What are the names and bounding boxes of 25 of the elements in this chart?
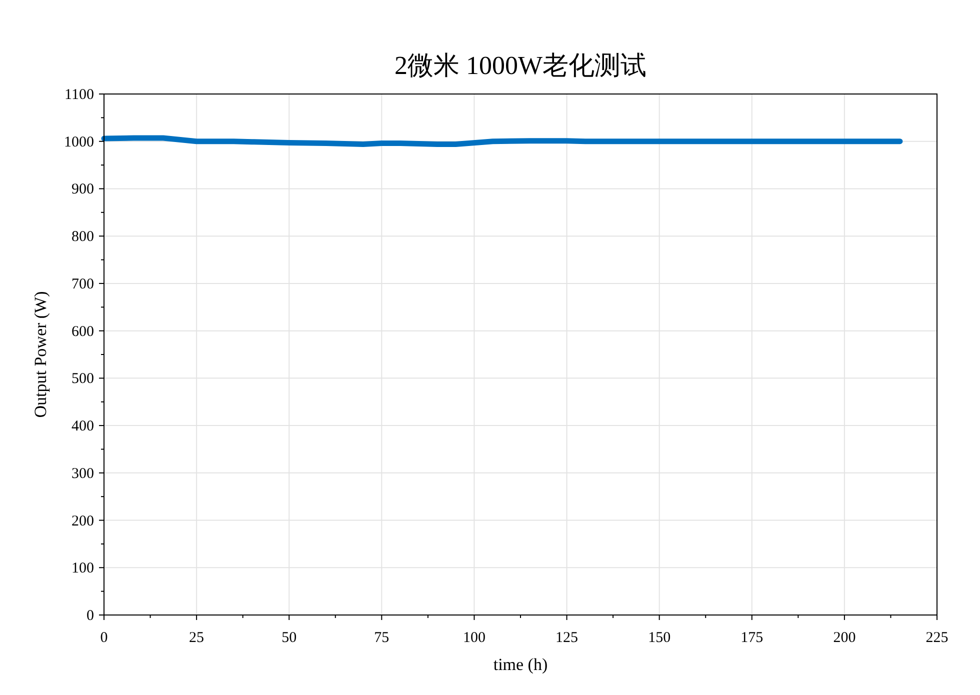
x-tick-label: 25 xyxy=(189,630,204,646)
y-tick-label: 200 xyxy=(72,513,94,530)
x-tick-label: 175 xyxy=(740,630,764,646)
x-tick-label: 150 xyxy=(648,630,671,646)
y-axis-title: Output Power (W) xyxy=(31,291,50,418)
x-tick-label: 200 xyxy=(833,630,856,646)
x-tick-label: 50 xyxy=(282,630,297,646)
y-tick-label: 900 xyxy=(72,182,94,198)
y-tick-label: 300 xyxy=(72,466,94,482)
x-tick-label: 225 xyxy=(926,630,948,646)
y-tick-label: 500 xyxy=(72,371,94,388)
y-tick-label: 0 xyxy=(86,608,94,624)
x-tick-label: 0 xyxy=(100,630,108,646)
y-tick-label: 1100 xyxy=(64,87,94,103)
y-tick-label: 100 xyxy=(72,560,94,577)
y-tick-label: 600 xyxy=(72,324,94,340)
y-tick-label: 800 xyxy=(72,229,94,246)
y-tick-label: 1000 xyxy=(64,134,94,150)
y-tick-label: 700 xyxy=(72,276,94,292)
chart-title: 2微米 1000W老化测试 xyxy=(394,51,647,80)
x-tick-label: 125 xyxy=(556,630,578,646)
x-axis-title: time (h) xyxy=(493,655,548,674)
x-tick-label: 75 xyxy=(374,630,390,646)
y-tick-label: 400 xyxy=(72,418,94,435)
x-tick-label: 100 xyxy=(462,630,486,646)
